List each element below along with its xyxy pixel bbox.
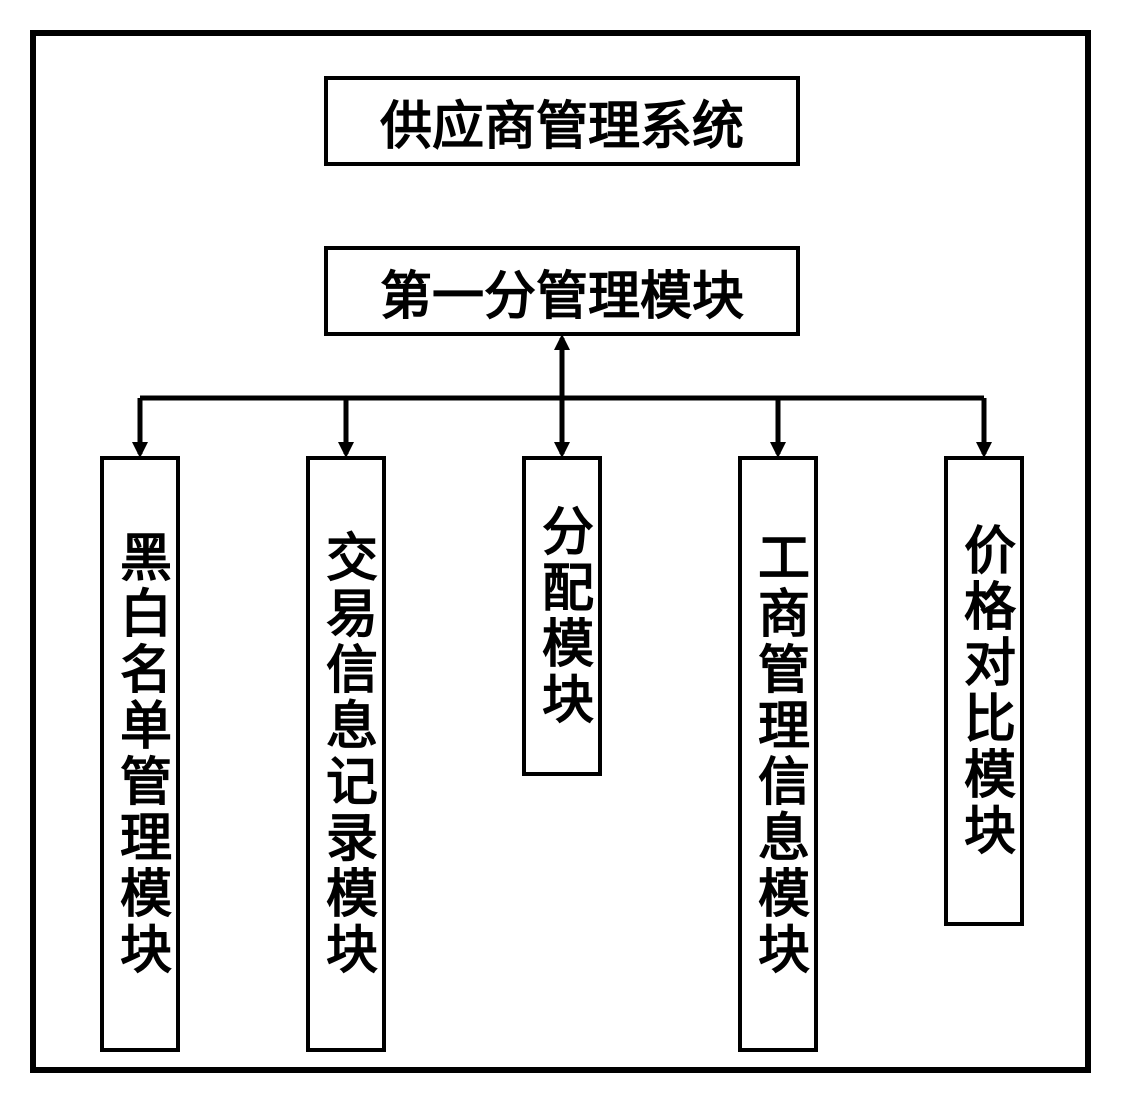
child-label: 价格对比模块 — [947, 523, 1022, 859]
child-label: 分配模块 — [525, 504, 600, 728]
child-label: 黑白名单管理模块 — [103, 530, 178, 978]
child-box-blacklist: 黑白名单管理模块 — [100, 456, 180, 1052]
diagram-container: 供应商管理系统 第一分管理模块 黑白名单管理模块 交易信息记录模块 分配模块 工… — [30, 30, 1091, 1073]
child-box-price: 价格对比模块 — [944, 456, 1024, 926]
child-label: 交易信息记录模块 — [309, 530, 384, 978]
child-box-transaction: 交易信息记录模块 — [306, 456, 386, 1052]
management-label: 第一分管理模块 — [380, 254, 744, 329]
child-box-distribution: 分配模块 — [522, 456, 602, 776]
title-label: 供应商管理系统 — [380, 84, 744, 159]
child-label: 工商管理信息模块 — [741, 530, 816, 978]
management-box: 第一分管理模块 — [324, 246, 800, 336]
child-box-business: 工商管理信息模块 — [738, 456, 818, 1052]
title-box: 供应商管理系统 — [324, 76, 800, 166]
